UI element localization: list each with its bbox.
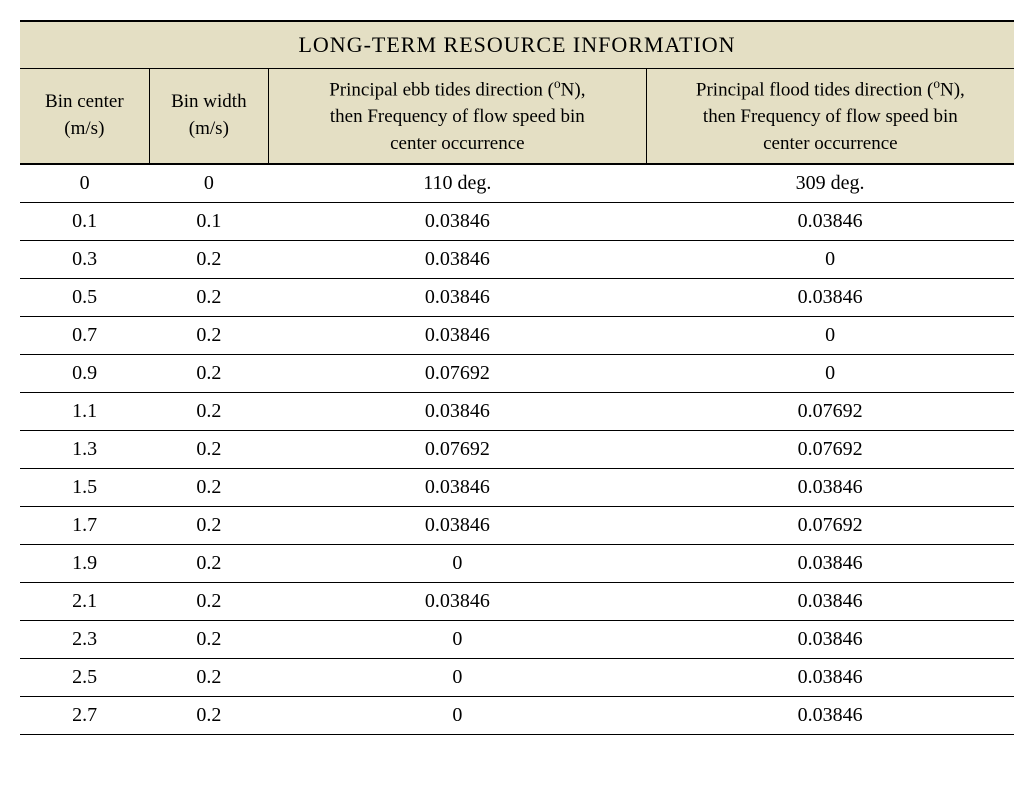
table-cell: 0 bbox=[646, 317, 1014, 355]
resource-table-container: LONG-TERM RESOURCE INFORMATION Bin cente… bbox=[20, 20, 1014, 735]
resource-table: LONG-TERM RESOURCE INFORMATION Bin cente… bbox=[20, 20, 1014, 735]
col-header-bin-width: Bin width (m/s) bbox=[149, 69, 268, 165]
table-cell: 0.03846 bbox=[646, 659, 1014, 697]
table-cell: 0.2 bbox=[149, 431, 268, 469]
table-row: 0.90.20.076920 bbox=[20, 355, 1014, 393]
table-cell: 0.03846 bbox=[268, 393, 646, 431]
table-cell: 1.1 bbox=[20, 393, 149, 431]
table-cell: 0.03846 bbox=[646, 469, 1014, 507]
table-cell: 0.03846 bbox=[268, 317, 646, 355]
col-header-flood: Principal flood tides direction (oN), th… bbox=[646, 69, 1014, 165]
table-cell: 1.5 bbox=[20, 469, 149, 507]
table-cell: 0.07692 bbox=[646, 393, 1014, 431]
col-header-line: then Frequency of flow speed bin bbox=[330, 106, 585, 127]
table-row: 2.30.200.03846 bbox=[20, 621, 1014, 659]
table-title-row: LONG-TERM RESOURCE INFORMATION bbox=[20, 21, 1014, 69]
table-cell: 0.03846 bbox=[268, 203, 646, 241]
table-row: 0.30.20.038460 bbox=[20, 241, 1014, 279]
table-row: 1.10.20.038460.07692 bbox=[20, 393, 1014, 431]
table-cell: 0.03846 bbox=[646, 279, 1014, 317]
col-header-line: center occurrence bbox=[390, 133, 524, 154]
table-body: 00110 deg.309 deg.0.10.10.038460.038460.… bbox=[20, 164, 1014, 735]
col-header-line: (m/s) bbox=[189, 118, 229, 139]
table-row: 1.50.20.038460.03846 bbox=[20, 469, 1014, 507]
table-row: 1.30.20.076920.07692 bbox=[20, 431, 1014, 469]
table-title: LONG-TERM RESOURCE INFORMATION bbox=[20, 21, 1014, 69]
table-cell: 0 bbox=[149, 164, 268, 203]
table-cell: 0.2 bbox=[149, 241, 268, 279]
table-cell: 0.07692 bbox=[646, 507, 1014, 545]
table-cell: 0.03846 bbox=[646, 621, 1014, 659]
col-header-bin-center: Bin center (m/s) bbox=[20, 69, 149, 165]
table-cell: 0.2 bbox=[149, 355, 268, 393]
degree-sup: o bbox=[554, 76, 561, 91]
table-row: 0.10.10.038460.03846 bbox=[20, 203, 1014, 241]
table-cell: 0 bbox=[646, 355, 1014, 393]
col-header-part: N), bbox=[940, 79, 965, 100]
table-cell: 0 bbox=[646, 241, 1014, 279]
table-row: 2.10.20.038460.03846 bbox=[20, 583, 1014, 621]
table-cell: 0 bbox=[268, 545, 646, 583]
table-cell: 0.07692 bbox=[268, 431, 646, 469]
table-cell: 110 deg. bbox=[268, 164, 646, 203]
table-row: 1.70.20.038460.07692 bbox=[20, 507, 1014, 545]
table-cell: 0.2 bbox=[149, 583, 268, 621]
table-cell: 0.3 bbox=[20, 241, 149, 279]
table-row: 0.70.20.038460 bbox=[20, 317, 1014, 355]
col-header-line: Bin center bbox=[45, 91, 124, 112]
table-cell: 0.07692 bbox=[268, 355, 646, 393]
table-row: 2.70.200.03846 bbox=[20, 697, 1014, 735]
table-cell: 2.5 bbox=[20, 659, 149, 697]
col-header-ebb: Principal ebb tides direction (oN), then… bbox=[268, 69, 646, 165]
table-cell: 2.7 bbox=[20, 697, 149, 735]
table-cell: 2.3 bbox=[20, 621, 149, 659]
table-cell: 0.03846 bbox=[268, 279, 646, 317]
table-cell: 1.9 bbox=[20, 545, 149, 583]
degree-sup: o bbox=[933, 76, 940, 91]
table-row: 00110 deg.309 deg. bbox=[20, 164, 1014, 203]
table-header-row: Bin center (m/s) Bin width (m/s) Princip… bbox=[20, 69, 1014, 165]
table-cell: 0 bbox=[268, 621, 646, 659]
table-cell: 0 bbox=[268, 659, 646, 697]
table-cell: 0.03846 bbox=[268, 241, 646, 279]
col-header-part: Principal flood tides direction ( bbox=[696, 79, 933, 100]
table-cell: 0.1 bbox=[149, 203, 268, 241]
table-cell: 0.5 bbox=[20, 279, 149, 317]
table-cell: 0.1 bbox=[20, 203, 149, 241]
table-cell: 0.03846 bbox=[646, 583, 1014, 621]
table-cell: 309 deg. bbox=[646, 164, 1014, 203]
col-header-part: N), bbox=[561, 79, 586, 100]
table-cell: 0.03846 bbox=[646, 697, 1014, 735]
table-cell: 0.2 bbox=[149, 545, 268, 583]
table-row: 1.90.200.03846 bbox=[20, 545, 1014, 583]
table-cell: 0.03846 bbox=[268, 507, 646, 545]
table-cell: 0.9 bbox=[20, 355, 149, 393]
table-cell: 0.2 bbox=[149, 621, 268, 659]
table-cell: 0.2 bbox=[149, 317, 268, 355]
table-cell: 0.03846 bbox=[646, 203, 1014, 241]
table-cell: 0.03846 bbox=[268, 469, 646, 507]
col-header-line: center occurrence bbox=[763, 133, 897, 154]
col-header-part: Principal ebb tides direction ( bbox=[329, 79, 554, 100]
table-cell: 1.7 bbox=[20, 507, 149, 545]
col-header-line: Bin width bbox=[171, 91, 246, 112]
table-cell: 0.2 bbox=[149, 469, 268, 507]
table-cell: 1.3 bbox=[20, 431, 149, 469]
table-cell: 0.03846 bbox=[646, 545, 1014, 583]
table-cell: 0.07692 bbox=[646, 431, 1014, 469]
table-cell: 0.7 bbox=[20, 317, 149, 355]
table-cell: 0.2 bbox=[149, 393, 268, 431]
table-cell: 0.2 bbox=[149, 697, 268, 735]
col-header-line: then Frequency of flow speed bin bbox=[703, 106, 958, 127]
table-cell: 0 bbox=[20, 164, 149, 203]
table-cell: 0.2 bbox=[149, 659, 268, 697]
table-cell: 2.1 bbox=[20, 583, 149, 621]
table-row: 0.50.20.038460.03846 bbox=[20, 279, 1014, 317]
table-cell: 0.03846 bbox=[268, 583, 646, 621]
table-row: 2.50.200.03846 bbox=[20, 659, 1014, 697]
table-cell: 0.2 bbox=[149, 279, 268, 317]
table-cell: 0 bbox=[268, 697, 646, 735]
table-cell: 0.2 bbox=[149, 507, 268, 545]
col-header-line: (m/s) bbox=[64, 118, 104, 139]
